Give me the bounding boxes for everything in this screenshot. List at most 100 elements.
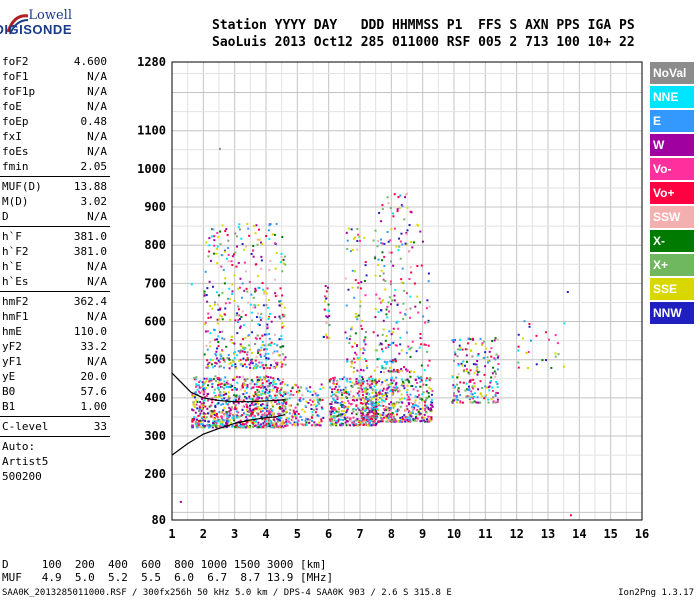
echo-point xyxy=(350,228,353,231)
echo-point xyxy=(329,419,332,422)
echo-point xyxy=(366,388,369,391)
echo-point xyxy=(275,252,278,255)
echo-point xyxy=(393,299,396,302)
echo-point xyxy=(472,363,475,366)
echo-point xyxy=(203,415,206,418)
echo-point xyxy=(207,425,210,428)
echo-point xyxy=(224,424,227,427)
echo-point xyxy=(372,420,375,423)
echo-point xyxy=(397,249,400,252)
echo-point xyxy=(313,421,316,424)
echo-point xyxy=(337,420,340,423)
echo-point xyxy=(281,326,284,329)
echo-point xyxy=(373,404,376,407)
plot-frame xyxy=(171,61,643,521)
echo-point xyxy=(281,404,284,407)
echo-point xyxy=(273,278,276,281)
echo-point xyxy=(352,395,355,398)
echo-point xyxy=(273,381,276,384)
y-tick-label: 1280 xyxy=(137,55,166,69)
y-tick-label: 300 xyxy=(144,429,166,443)
echo-point xyxy=(428,386,431,389)
echo-point xyxy=(342,388,345,391)
echo-point xyxy=(381,204,384,207)
echo-point xyxy=(358,394,361,397)
echo-point xyxy=(268,237,271,240)
echo-point xyxy=(271,422,274,425)
echo-point xyxy=(384,288,387,291)
echo-point xyxy=(195,383,198,386)
echo-point xyxy=(257,385,260,388)
echo-point xyxy=(354,312,357,315)
echo-point xyxy=(223,380,226,383)
echo-point xyxy=(354,351,357,354)
echo-point xyxy=(280,386,283,389)
echo-point xyxy=(461,348,464,351)
echo-point xyxy=(221,424,224,427)
echo-point xyxy=(376,245,379,248)
echo-point xyxy=(347,227,350,230)
echo-point xyxy=(239,358,242,361)
param-separator xyxy=(0,291,110,292)
echo-point xyxy=(226,385,229,388)
echo-point xyxy=(381,389,384,392)
echo-point xyxy=(283,314,286,317)
echo-point xyxy=(228,400,231,403)
echo-point xyxy=(232,402,235,405)
echo-point xyxy=(417,410,420,413)
echo-point xyxy=(414,415,417,418)
echo-point xyxy=(343,413,346,416)
echo-point xyxy=(323,295,326,298)
echo-point xyxy=(529,339,532,342)
echo-point xyxy=(214,404,217,407)
echo-point xyxy=(265,406,268,409)
echo-point xyxy=(395,420,398,423)
echo-point xyxy=(374,424,377,427)
echo-point xyxy=(241,365,244,368)
echo-point xyxy=(458,344,461,347)
echo-point xyxy=(309,399,312,402)
echo-point xyxy=(212,378,215,381)
echo-point xyxy=(275,424,278,427)
echo-point xyxy=(259,378,262,381)
echo-point xyxy=(409,307,412,310)
echo-point xyxy=(354,419,357,422)
echo-point xyxy=(207,362,210,365)
echo-point xyxy=(297,412,300,415)
echo-point xyxy=(416,295,419,298)
echo-point xyxy=(296,403,299,406)
echo-point xyxy=(378,211,381,214)
echo-point xyxy=(276,377,279,380)
echo-point xyxy=(268,224,271,227)
echo-point xyxy=(237,319,240,322)
echo-point xyxy=(339,424,342,427)
echo-point xyxy=(358,408,361,411)
echo-point xyxy=(314,411,317,414)
echo-point xyxy=(272,387,275,390)
echo-point xyxy=(241,414,244,417)
param-value: 1.00 xyxy=(80,400,108,413)
echo-point xyxy=(389,419,392,422)
echo-point xyxy=(362,420,365,423)
echo-point xyxy=(496,368,499,371)
echo-point xyxy=(239,426,242,429)
echo-point xyxy=(207,316,210,319)
echo-point xyxy=(204,321,207,324)
echo-point xyxy=(326,316,329,319)
echo-point xyxy=(484,385,487,388)
echo-point xyxy=(233,417,236,420)
echo-point xyxy=(234,363,237,366)
echo-point xyxy=(267,352,270,355)
echo-point xyxy=(254,399,257,402)
echo-point xyxy=(193,418,196,421)
echo-point xyxy=(251,403,254,406)
echo-point xyxy=(252,306,255,309)
echo-point xyxy=(336,380,339,383)
echo-point xyxy=(251,362,254,365)
echo-point xyxy=(427,415,430,418)
echo-point xyxy=(265,304,268,307)
echo-point xyxy=(389,401,392,404)
echo-point xyxy=(237,402,240,405)
echo-point xyxy=(374,229,377,232)
echo-point xyxy=(280,382,283,385)
